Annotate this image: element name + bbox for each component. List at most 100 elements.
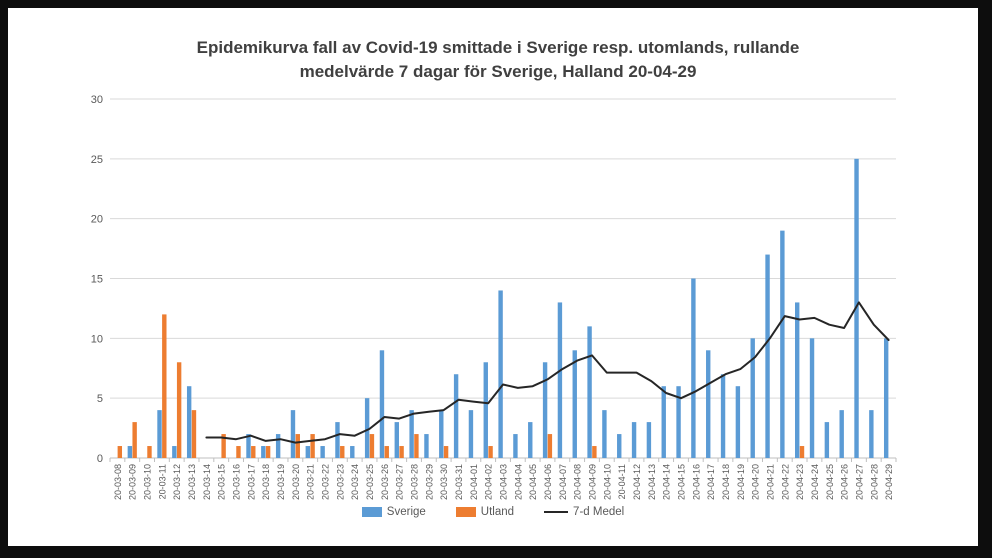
sverige-bar-20-03-25 (364, 398, 370, 458)
x-axis-label: 20-03-26 (380, 464, 390, 500)
utland-bar-20-03-25 (369, 434, 375, 458)
x-axis-label: 20-04-07 (558, 464, 568, 500)
chart-title: Epidemikurva fall av Covid-19 smittade i… (68, 36, 928, 84)
x-axis-label: 20-03-19 (276, 464, 286, 500)
sverige-bar-20-04-08 (572, 350, 577, 458)
utland-bar-20-03-20 (295, 434, 300, 458)
x-axis-label: 20-04-21 (765, 464, 775, 500)
x-axis-label: 20-03-11 (157, 464, 167, 499)
x-axis-label: 20-04-22 (780, 464, 790, 500)
y-axis-label: 30 (91, 94, 103, 106)
sverige-bar-20-04-04 (513, 434, 518, 458)
sverige-bar-20-03-22 (320, 446, 325, 458)
utland-bar-20-03-08 (117, 446, 123, 458)
x-axis-label: 20-03-12 (172, 464, 182, 500)
x-axis-label: 20-04-08 (573, 464, 583, 500)
utland-bar-20-03-13 (191, 410, 197, 458)
sverige-bar-20-04-11 (617, 434, 622, 458)
x-axis-label: 20-03-16 (232, 464, 242, 500)
sverige-bar-20-04-12 (631, 422, 637, 458)
x-axis-label: 20-03-31 (454, 464, 464, 500)
x-axis-label: 20-03-08 (113, 464, 123, 500)
x-axis-label: 20-04-09 (587, 464, 597, 500)
sverige-bar-20-04-26 (839, 410, 844, 458)
utland-bar-20-03-17 (251, 446, 256, 458)
utland-bar-20-03-18 (265, 446, 271, 458)
chart-canvas: Epidemikurva fall av Covid-19 smittade i… (8, 8, 978, 546)
x-axis-label: 20-04-15 (676, 464, 686, 500)
sverige-bar-20-04-01 (468, 410, 474, 458)
x-axis-label: 20-04-05 (528, 464, 538, 500)
x-axis-label: 20-03-27 (395, 464, 405, 500)
x-axis-label: 20-03-21 (306, 464, 316, 500)
sverige-bar-20-04-22 (780, 230, 785, 458)
utland-swatch-icon (455, 507, 476, 517)
sverige-bar-20-03-31 (453, 374, 459, 458)
y-axis-label: 25 (91, 154, 103, 166)
sverige-bar-20-03-11 (157, 410, 162, 458)
x-axis-label: 20-04-24 (810, 464, 820, 500)
x-axis-label: 20-04-03 (499, 464, 509, 500)
sverige-bar-20-04-14 (661, 386, 666, 458)
sverige-bar-20-04-20 (750, 338, 755, 458)
x-axis-label: 20-03-29 (424, 464, 434, 500)
sverige-bar-20-03-30 (439, 410, 444, 458)
x-axis-label: 20-04-02 (484, 464, 494, 500)
y-axis-label: 15 (91, 274, 103, 286)
x-axis-label: 20-04-19 (736, 464, 746, 500)
y-axis-label: 5 (97, 393, 103, 405)
sverige-bar-20-03-24 (350, 446, 355, 458)
x-axis-label: 20-04-26 (840, 464, 850, 500)
y-axis-label: 0 (97, 453, 103, 465)
utland-bar-20-03-23 (340, 446, 345, 458)
sverige-bar-20-03-20 (290, 410, 296, 458)
sverige-bar-20-04-07 (557, 302, 563, 458)
x-axis-label: 20-03-30 (439, 464, 449, 500)
sverige-bar-20-04-19 (735, 386, 741, 458)
utland-bar-20-04-09 (592, 446, 597, 458)
sverige-bar-20-04-10 (602, 410, 607, 458)
utland-bar-20-04-06 (547, 434, 553, 458)
x-axis-label: 20-04-14 (662, 464, 672, 500)
utland-bar-20-03-30 (443, 446, 449, 458)
sverige-bar-20-03-27 (394, 422, 399, 458)
utland-bar-20-03-09 (132, 422, 137, 458)
sverige-bar-20-03-28 (409, 410, 414, 458)
sverige-bar-20-04-17 (706, 350, 711, 458)
chart-title-line1: Epidemikurva fall av Covid-19 smittade i… (196, 38, 800, 57)
sverige-bar-20-03-26 (379, 350, 385, 458)
x-axis-label: 20-04-11 (617, 464, 627, 499)
sverige-bar-20-03-19 (275, 434, 281, 458)
sverige-bar-20-03-12 (172, 446, 177, 458)
x-axis-label: 20-03-24 (350, 464, 360, 500)
x-axis-label: 20-03-09 (128, 464, 138, 500)
sverige-bar-20-03-09 (127, 446, 133, 458)
x-axis-label: 20-04-10 (602, 464, 612, 500)
chart-legend: Sverige Utland 7-d Medel (8, 506, 978, 518)
sverige-bar-20-04-29 (883, 338, 889, 458)
x-axis-label: 20-03-10 (143, 464, 153, 500)
chart-title-line2: medelvärde 7 dagar för Sverige, Halland … (299, 62, 697, 81)
x-axis-label: 20-04-16 (691, 464, 701, 500)
utland-bar-20-03-12 (176, 362, 182, 458)
x-axis-label: 20-03-17 (246, 464, 256, 500)
sverige-bar-20-04-16 (691, 278, 696, 458)
x-axis-label: 20-03-13 (187, 464, 197, 500)
utland-bar-20-03-27 (399, 446, 404, 458)
x-axis-label: 20-03-25 (365, 464, 375, 500)
sverige-bar-20-04-15 (676, 386, 681, 458)
utland-bar-20-03-28 (414, 434, 419, 458)
x-axis-label: 20-04-18 (721, 464, 731, 500)
chart-svg: 0 5 10 15 20 25 30 20-03-08 20-03-09 20-03-10 20-0… (91, 94, 897, 500)
medel-line-swatch-icon (544, 511, 569, 513)
legend-item-sverige: Sverige (361, 506, 426, 518)
x-axis-label: 20-04-13 (647, 464, 657, 500)
legend-item-utland: Utland (455, 506, 514, 518)
x-axis-label: 20-03-28 (410, 464, 420, 500)
sverige-bar-20-04-25 (824, 422, 830, 458)
x-axis-label: 20-03-20 (291, 464, 301, 500)
utland-bar-20-03-16 (236, 446, 241, 458)
sverige-bar-20-03-23 (335, 422, 340, 458)
y-axis-label: 10 (91, 333, 103, 345)
